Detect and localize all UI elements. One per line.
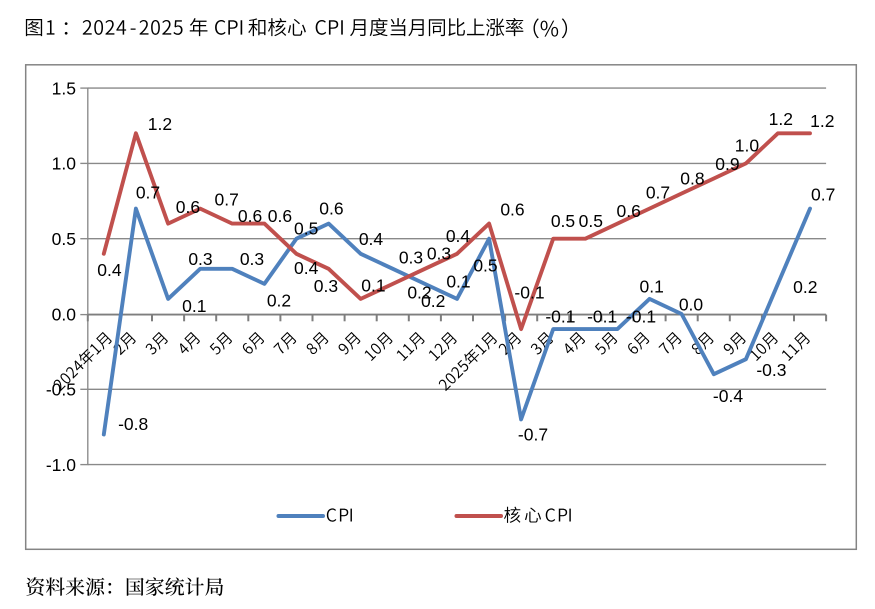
svg-text:0.6: 0.6: [500, 199, 524, 219]
svg-text:0.7: 0.7: [646, 183, 670, 203]
svg-text:-0.4: -0.4: [713, 386, 743, 406]
svg-text:-0.1: -0.1: [626, 306, 656, 326]
svg-text:1.2: 1.2: [769, 109, 793, 129]
svg-text:0.6: 0.6: [176, 197, 200, 217]
svg-text:0.6: 0.6: [268, 206, 292, 226]
svg-text:0.9: 0.9: [715, 154, 739, 174]
svg-text:0.8: 0.8: [680, 168, 704, 188]
svg-text:0.7: 0.7: [811, 185, 835, 205]
svg-text:1.2: 1.2: [148, 114, 172, 134]
svg-text:0.5: 0.5: [52, 229, 76, 249]
svg-text:0.4: 0.4: [446, 226, 471, 246]
svg-text:-0.1: -0.1: [514, 282, 544, 302]
svg-text:-0.5: -0.5: [46, 380, 76, 400]
svg-text:-0.3: -0.3: [756, 360, 786, 380]
svg-text:0.6: 0.6: [238, 206, 262, 226]
svg-text:0.4: 0.4: [359, 229, 384, 249]
svg-text:-0.1: -0.1: [545, 306, 575, 326]
svg-text:0.6: 0.6: [617, 201, 641, 221]
svg-text:0.3: 0.3: [399, 247, 423, 267]
svg-text:-0.8: -0.8: [118, 414, 148, 434]
svg-text:0.7: 0.7: [136, 182, 160, 202]
svg-text:1.0: 1.0: [52, 154, 77, 174]
svg-text:-0.1: -0.1: [587, 306, 617, 326]
svg-text:0.0: 0.0: [679, 295, 704, 315]
svg-text:0.1: 0.1: [446, 272, 470, 292]
svg-text:0.7: 0.7: [215, 190, 239, 210]
svg-text:0.5: 0.5: [473, 255, 497, 275]
svg-text:0.3: 0.3: [188, 249, 212, 269]
svg-text:-1.0: -1.0: [46, 455, 76, 475]
svg-text:0.5: 0.5: [579, 211, 603, 231]
svg-text:0.1: 0.1: [361, 275, 385, 295]
svg-text:0.1: 0.1: [640, 276, 664, 296]
svg-text:0.2: 0.2: [267, 291, 291, 311]
svg-text:0.2: 0.2: [421, 291, 445, 311]
svg-text:-0.7: -0.7: [518, 425, 548, 445]
svg-text:0.3: 0.3: [427, 244, 451, 264]
svg-text:0.6: 0.6: [319, 199, 343, 219]
svg-text:0.1: 0.1: [182, 296, 206, 316]
svg-text:1.0: 1.0: [735, 136, 760, 156]
svg-text:0.3: 0.3: [314, 276, 338, 296]
svg-text:0.0: 0.0: [52, 304, 77, 324]
svg-text:1.5: 1.5: [52, 78, 76, 98]
svg-text:0.3: 0.3: [240, 249, 264, 269]
svg-text:1.2: 1.2: [810, 111, 834, 131]
svg-text:0.2: 0.2: [793, 277, 817, 297]
svg-text:0.5: 0.5: [551, 211, 575, 231]
svg-text:0.4: 0.4: [97, 260, 122, 280]
svg-text:0.2: 0.2: [407, 282, 431, 302]
svg-text:0.5: 0.5: [294, 219, 318, 239]
svg-text:0.4: 0.4: [294, 258, 319, 278]
